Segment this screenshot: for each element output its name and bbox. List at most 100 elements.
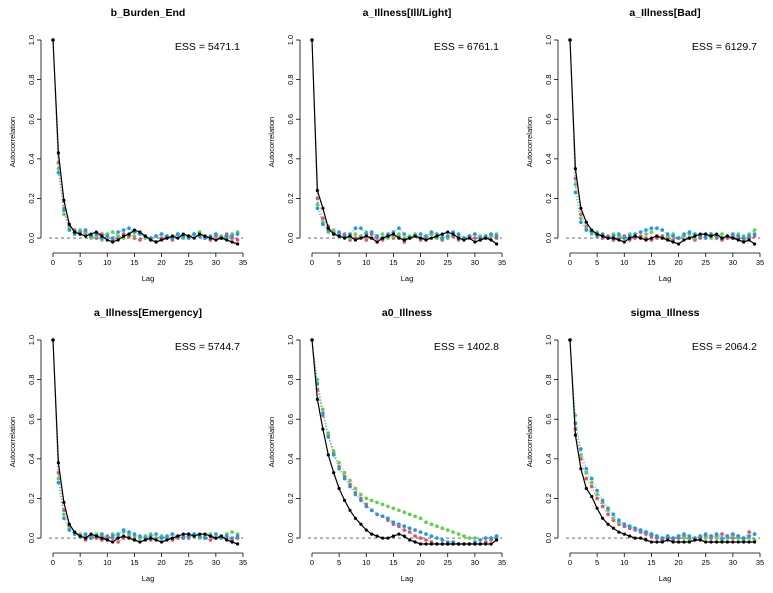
- data-point: [89, 532, 93, 536]
- series-line: [311, 39, 497, 245]
- acf-panel: a_Illness[Bad] ESS = 6129.7 0.0 0.2 0.4 0.6 0.…: [525, 7, 764, 283]
- series-line: [52, 39, 238, 243]
- x-tick-label: 10: [103, 258, 111, 267]
- data-point: [424, 542, 428, 546]
- data-point: [462, 534, 466, 538]
- data-point: [595, 506, 599, 510]
- data-point: [660, 236, 664, 240]
- data-point: [687, 236, 692, 240]
- x-tick-label: 25: [702, 558, 710, 567]
- data-point: [67, 522, 71, 526]
- data-point: [359, 236, 363, 240]
- data-point: [489, 238, 493, 242]
- data-point: [391, 520, 396, 524]
- x-tick-label: 25: [444, 258, 452, 267]
- data-point: [484, 542, 488, 546]
- data-point: [611, 516, 616, 521]
- x-tick-label: 10: [103, 558, 111, 567]
- data-point: [494, 534, 499, 538]
- data-point: [725, 540, 730, 544]
- data-point: [752, 232, 757, 236]
- data-point: [590, 228, 594, 232]
- data-point: [413, 528, 417, 532]
- x-tick-label: 15: [647, 258, 655, 267]
- data-point: [230, 234, 234, 238]
- x-axis-label: Lag: [401, 274, 414, 283]
- data-point: [682, 238, 686, 242]
- x-tick-label: 35: [498, 258, 506, 267]
- data-point: [478, 238, 482, 242]
- x-tick-label: 25: [444, 558, 452, 567]
- data-point: [326, 453, 330, 457]
- x-tick-label: 5: [337, 558, 341, 567]
- data-point: [584, 228, 589, 232]
- acf-panel: sigma_Illness ESS = 2064.2 0.0 0.2 0.4 0.6 0.8…: [525, 307, 764, 583]
- data-point: [326, 435, 331, 439]
- data-point: [407, 530, 412, 534]
- data-point: [440, 232, 444, 236]
- x-tick-label: 0: [568, 558, 572, 567]
- data-point: [181, 532, 185, 536]
- x-tick-label: 15: [130, 558, 138, 567]
- data-point: [315, 397, 319, 401]
- data-point: [342, 470, 347, 475]
- data-point: [720, 232, 724, 236]
- data-point: [660, 540, 664, 544]
- data-point: [170, 536, 174, 540]
- data-point: [660, 536, 665, 540]
- data-point: [208, 534, 212, 538]
- data-point: [682, 532, 686, 536]
- data-point: [375, 240, 379, 244]
- data-point: [677, 242, 681, 246]
- data-point: [703, 536, 708, 540]
- data-point: [62, 208, 66, 213]
- data-point: [617, 530, 621, 534]
- data-point: [375, 512, 379, 517]
- x-tick-label: 5: [78, 558, 82, 567]
- data-point: [353, 516, 357, 520]
- data-point: [424, 238, 428, 242]
- y-tick-label: 0.0: [286, 233, 295, 243]
- data-point: [132, 234, 137, 238]
- data-point: [633, 526, 637, 530]
- y-tick-label: 0.2: [27, 493, 36, 503]
- data-point: [353, 232, 358, 236]
- data-point: [622, 532, 626, 536]
- x-tick-label: 30: [729, 258, 737, 267]
- x-tick-label: 10: [362, 558, 370, 567]
- data-point: [687, 534, 692, 538]
- data-point: [369, 498, 374, 503]
- y-axis-label: Autocorrelation: [525, 417, 534, 467]
- data-point: [160, 238, 164, 242]
- data-point: [143, 538, 147, 542]
- panel-title: b_Burden_End: [111, 7, 186, 19]
- data-point: [742, 540, 746, 544]
- data-point: [747, 238, 751, 242]
- series-line: [569, 39, 755, 241]
- data-point: [698, 538, 702, 542]
- data-point: [359, 522, 363, 526]
- data-point: [595, 492, 599, 497]
- y-tick-label: 0.6: [27, 114, 36, 124]
- data-point: [315, 206, 320, 211]
- ess-annotation: ESS = 1402.8: [434, 341, 499, 353]
- data-point: [747, 234, 751, 238]
- data-point: [111, 540, 115, 544]
- data-point: [584, 220, 588, 224]
- data-point: [419, 236, 423, 240]
- data-point: [337, 230, 341, 234]
- data-point: [698, 232, 702, 236]
- y-tick-label: 0.2: [544, 493, 553, 503]
- data-point: [446, 542, 450, 546]
- data-point: [235, 534, 240, 538]
- acf-panel: b_Burden_End ESS = 5471.1 0.0 0.2 0.4 0.6 0.8 1…: [8, 7, 247, 283]
- data-point: [56, 151, 61, 155]
- data-point: [568, 338, 572, 342]
- panel-title: a_Illness[Ill/Light]: [363, 7, 452, 19]
- y-tick-label: 0.6: [286, 414, 295, 424]
- data-point: [639, 236, 643, 240]
- data-point: [622, 236, 627, 240]
- data-point: [62, 512, 66, 517]
- data-point: [236, 242, 240, 246]
- data-point: [725, 534, 730, 538]
